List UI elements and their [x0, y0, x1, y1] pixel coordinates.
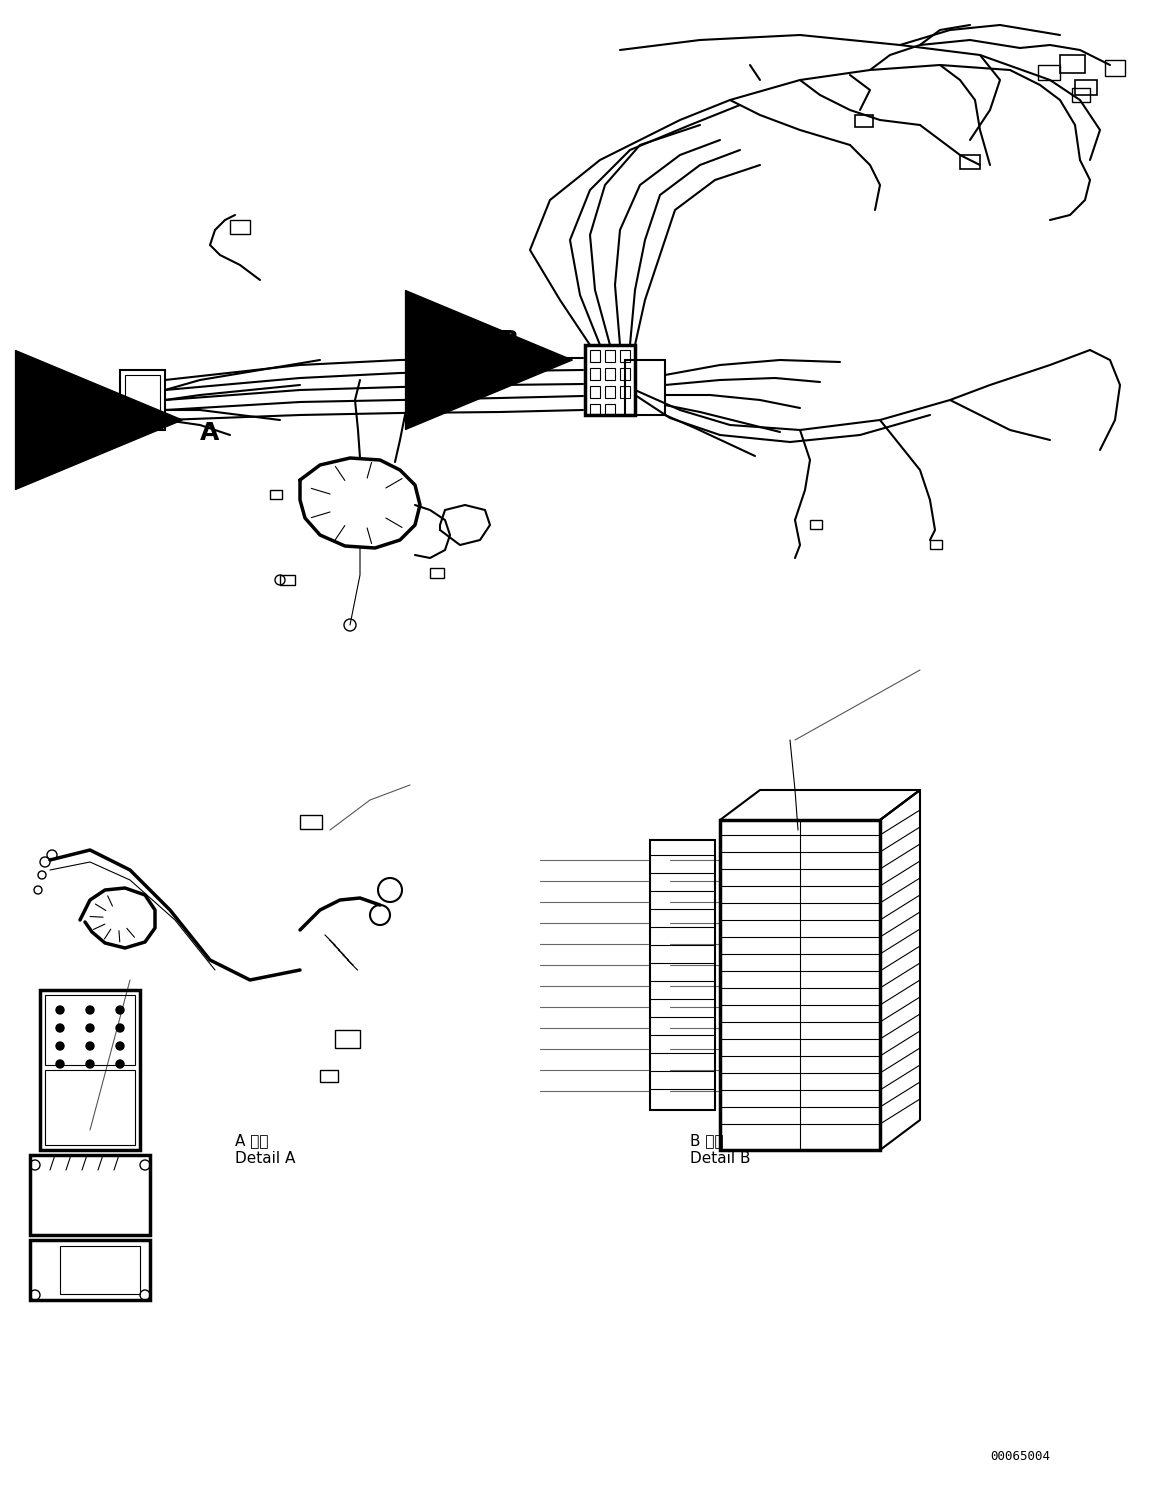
Bar	[320, 1070, 338, 1082]
Bar	[585, 345, 635, 415]
Text: B 詳細: B 詳細	[690, 1132, 723, 1149]
Bar	[30, 1155, 150, 1235]
Circle shape	[116, 1024, 124, 1033]
Bar	[605, 405, 615, 414]
Bar	[930, 540, 942, 549]
Text: Detail B: Detail B	[690, 1152, 750, 1167]
Bar	[625, 360, 665, 415]
Bar	[720, 820, 880, 1150]
Circle shape	[116, 1059, 124, 1068]
Bar	[45, 1070, 135, 1144]
Circle shape	[116, 1006, 124, 1013]
Bar	[430, 568, 444, 577]
Circle shape	[86, 1006, 94, 1013]
Bar	[605, 385, 615, 397]
Circle shape	[116, 1042, 124, 1051]
Bar	[300, 815, 322, 829]
Circle shape	[86, 1024, 94, 1033]
Bar	[230, 220, 250, 234]
Bar	[1039, 65, 1059, 80]
Bar	[1105, 60, 1125, 76]
Bar	[1059, 55, 1085, 73]
Bar	[45, 995, 135, 1065]
Bar	[620, 350, 630, 362]
Bar	[124, 375, 160, 426]
Circle shape	[56, 1024, 64, 1033]
Circle shape	[86, 1059, 94, 1068]
Circle shape	[56, 1042, 64, 1051]
Bar	[270, 490, 281, 498]
Bar	[605, 368, 615, 379]
Text: A 詳細: A 詳細	[235, 1132, 269, 1149]
Bar	[590, 385, 600, 397]
Bar	[40, 990, 140, 1150]
Bar	[1072, 88, 1090, 103]
Circle shape	[86, 1042, 94, 1051]
Bar	[620, 368, 630, 379]
Bar	[280, 574, 295, 585]
Circle shape	[56, 1006, 64, 1013]
Text: A: A	[200, 421, 220, 445]
Text: B: B	[500, 329, 519, 353]
Bar	[590, 350, 600, 362]
Bar	[120, 371, 165, 430]
Bar	[809, 519, 822, 530]
Bar	[855, 115, 873, 126]
Bar	[60, 1245, 140, 1295]
Bar	[959, 155, 980, 170]
Bar	[590, 368, 600, 379]
Circle shape	[56, 1059, 64, 1068]
Bar	[590, 405, 600, 414]
Bar	[30, 1240, 150, 1301]
Bar	[650, 841, 715, 1110]
Bar	[335, 1030, 361, 1048]
Bar	[620, 385, 630, 397]
Text: 00065004: 00065004	[990, 1449, 1050, 1463]
Bar	[605, 350, 615, 362]
Bar	[1075, 80, 1097, 95]
Text: Detail A: Detail A	[235, 1152, 295, 1167]
